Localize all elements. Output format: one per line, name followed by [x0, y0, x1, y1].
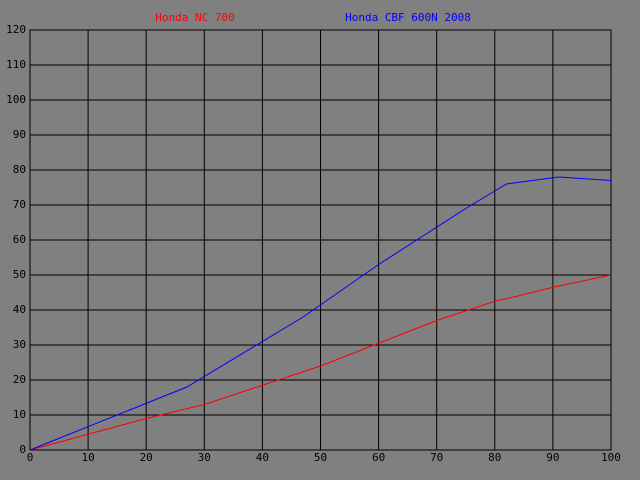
y-tick-label: 10 [13, 408, 26, 421]
y-tick-label: 30 [13, 338, 26, 351]
y-tick-label: 80 [13, 163, 26, 176]
y-tick-label: 20 [13, 373, 26, 386]
x-tick-label: 0 [27, 451, 34, 464]
y-tick-label: 100 [6, 93, 26, 106]
line [29, 274, 612, 451]
line [29, 176, 612, 451]
x-tick-label: 80 [488, 451, 501, 464]
legend-entry: Honda NC 700 [155, 11, 234, 24]
x-tick-label: 30 [198, 451, 211, 464]
y-tick-label: 50 [13, 268, 26, 281]
y-tick-label: 110 [6, 58, 26, 71]
x-tick-label: 20 [140, 451, 153, 464]
x-tick-label: 10 [81, 451, 94, 464]
x-tick-label: 50 [314, 451, 327, 464]
y-tick-label: 90 [13, 128, 26, 141]
y-tick-label: 60 [13, 233, 26, 246]
y-tick-label: 70 [13, 198, 26, 211]
y-tick-label: 0 [19, 443, 26, 456]
y-tick-label: 120 [6, 23, 26, 36]
x-tick-label: 40 [256, 451, 269, 464]
x-tick-label: 70 [430, 451, 443, 464]
x-tick-label: 100 [601, 451, 621, 464]
x-tick-label: 60 [372, 451, 385, 464]
x-tick-label: 90 [546, 451, 559, 464]
legend-entry: Honda CBF 600N 2008 [345, 11, 471, 24]
y-tick-label: 40 [13, 303, 26, 316]
plot-frame [29, 29, 612, 451]
